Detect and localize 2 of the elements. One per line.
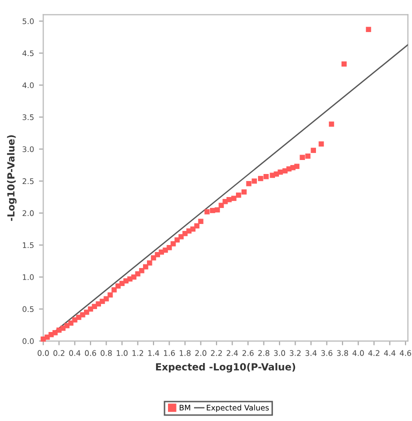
x-axis-title: Expected -Log10(P-Value) [156, 362, 296, 372]
y-axis-title: -Log10(P-Value) [7, 135, 17, 221]
